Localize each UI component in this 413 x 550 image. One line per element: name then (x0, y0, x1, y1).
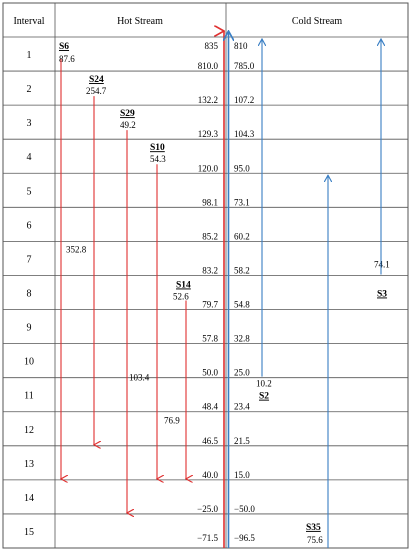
interval-number: 4 (27, 152, 32, 163)
hot-stream-extra-value: 103.4 (129, 373, 150, 383)
cold-stream-label: S3 (377, 289, 387, 299)
cold-temperature: −50.0 (234, 504, 255, 514)
interval-number: 11 (24, 391, 34, 402)
cold-temperature: 104.3 (234, 129, 255, 139)
hot-stream-value: 49.2 (120, 120, 136, 130)
cold-stream-value: 74.1 (374, 259, 390, 269)
cold-temperature: 25.0 (234, 368, 250, 378)
cold-temperature: 107.2 (234, 95, 254, 105)
cold-temperature: 73.1 (234, 197, 250, 207)
hot-temperature: 85.2 (202, 231, 218, 241)
interval-number: 15 (24, 527, 34, 538)
cold-temperature: 21.5 (234, 436, 250, 446)
cold-temperature: 32.8 (234, 334, 250, 344)
cold-temperature: 810 (234, 41, 248, 51)
hot-stream-extra-value: 76.9 (164, 416, 180, 426)
table-text: Interval Hot Stream Cold Stream12345678910… (13, 16, 389, 545)
interval-number: 12 (24, 425, 34, 436)
cold-stream-label: S2 (259, 392, 269, 402)
hot-stream-header: Hot Stream (117, 16, 163, 27)
hot-stream-value: 54.3 (150, 154, 166, 164)
stream-arrows (61, 31, 381, 548)
cold-temperature: 15.0 (234, 470, 250, 480)
hot-stream-label: S29 (120, 109, 135, 119)
cold-stream-value: 75.6 (307, 535, 323, 545)
hot-stream-value: 254.7 (86, 86, 107, 96)
hot-temperature: −25.0 (197, 504, 218, 514)
hot-temperature: 40.0 (202, 470, 218, 480)
hot-stream-label: S24 (89, 75, 104, 85)
hot-temperature: 83.2 (202, 265, 218, 275)
hot-temperature: 46.5 (202, 436, 218, 446)
hot-temperature: 129.3 (198, 129, 219, 139)
interval-number: 14 (24, 493, 34, 504)
hot-temperature: 79.7 (202, 300, 218, 310)
hot-stream-value: 52.6 (173, 291, 189, 301)
cold-stream-label: S35 (306, 523, 321, 533)
interval-number: 8 (27, 289, 32, 300)
interval-number: 1 (27, 50, 32, 61)
interval-number: 7 (27, 254, 32, 265)
interval-number: 10 (24, 357, 34, 368)
cold-temperature: 785.0 (234, 61, 255, 71)
hot-temperature: 50.0 (202, 368, 218, 378)
interval-number: 3 (27, 118, 32, 129)
cold-temperature: 58.2 (234, 265, 250, 275)
hot-temperature: −71.5 (197, 533, 218, 543)
hot-stream-extra-value: 352.8 (66, 244, 87, 254)
cold-temperature: 23.4 (234, 402, 250, 412)
interval-number: 2 (27, 84, 32, 95)
cold-temperature: 95.0 (234, 163, 250, 173)
hot-temperature: 835 (205, 41, 219, 51)
interval-number: 6 (27, 220, 32, 231)
hot-temperature: 810.0 (198, 61, 219, 71)
interval-header: Interval (13, 16, 44, 27)
hot-temperature: 120.0 (198, 163, 219, 173)
hot-temperature: 98.1 (202, 197, 218, 207)
cold-temperature: −96.5 (234, 533, 255, 543)
hot-temperature: 48.4 (202, 402, 218, 412)
interval-number: 5 (27, 186, 32, 197)
hot-stream-label: S10 (150, 143, 165, 153)
hot-temperature: 57.8 (202, 334, 218, 344)
cold-temperature: 60.2 (234, 231, 250, 241)
hot-stream-value: 87.6 (59, 54, 75, 64)
interval-number: 9 (27, 323, 32, 334)
cold-stream-value: 10.2 (256, 379, 272, 389)
hot-temperature: 132.2 (198, 95, 218, 105)
hot-stream-label: S14 (176, 280, 191, 290)
cold-temperature: 54.8 (234, 300, 250, 310)
cold-stream-header: Cold Stream (292, 16, 342, 27)
interval-number: 13 (24, 459, 34, 470)
hot-stream-label: S6 (59, 42, 69, 52)
